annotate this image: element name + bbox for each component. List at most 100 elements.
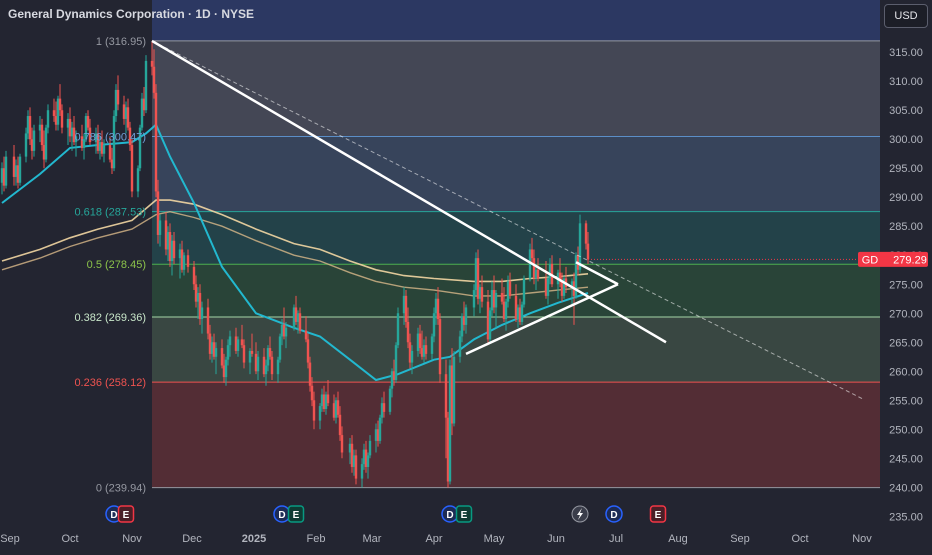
candle-body[interactable] xyxy=(560,281,564,296)
candle-body[interactable] xyxy=(46,110,50,128)
candle-body[interactable] xyxy=(254,353,258,372)
candle-body[interactable] xyxy=(102,145,106,154)
candle-body[interactable] xyxy=(196,292,200,302)
earnings-marker[interactable] xyxy=(117,505,135,523)
candle-body[interactable] xyxy=(500,292,504,302)
candle-body[interactable] xyxy=(368,440,372,456)
candle-body[interactable] xyxy=(296,313,300,322)
candle-body[interactable] xyxy=(268,348,272,357)
candle-body[interactable] xyxy=(310,385,314,401)
candle-body[interactable] xyxy=(56,98,60,125)
candle-body[interactable] xyxy=(94,133,98,143)
candle-body[interactable] xyxy=(2,168,6,186)
candle-body[interactable] xyxy=(334,400,338,418)
candle-body[interactable] xyxy=(16,165,20,183)
candle-body[interactable] xyxy=(452,356,456,424)
candle-body[interactable] xyxy=(382,403,386,412)
candle-body[interactable] xyxy=(408,342,412,363)
candle-body[interactable] xyxy=(494,292,498,308)
candle-body[interactable] xyxy=(182,255,186,270)
candle-body[interactable] xyxy=(562,278,566,296)
candle-body[interactable] xyxy=(280,324,284,337)
candle-body[interactable] xyxy=(416,333,420,351)
candle-body[interactable] xyxy=(536,269,540,279)
candle-body[interactable] xyxy=(574,255,578,296)
trendline-3[interactable] xyxy=(465,283,619,356)
trendline-1[interactable] xyxy=(151,39,667,344)
candle-body[interactable] xyxy=(458,336,462,357)
candle-body[interactable] xyxy=(324,394,328,409)
candle-body[interactable] xyxy=(558,272,562,282)
candle-body[interactable] xyxy=(520,304,524,322)
candle-body[interactable] xyxy=(522,278,526,305)
candle-body[interactable] xyxy=(432,313,436,337)
candle-body[interactable] xyxy=(84,116,88,140)
candle-body[interactable] xyxy=(52,110,56,117)
candle-body[interactable] xyxy=(450,365,454,424)
candle-body[interactable] xyxy=(318,406,322,421)
candle-body[interactable] xyxy=(360,464,364,479)
candle-body[interactable] xyxy=(152,66,156,93)
candle-body[interactable] xyxy=(4,156,8,186)
candle-body[interactable] xyxy=(570,281,574,288)
candle-body[interactable] xyxy=(514,295,518,320)
candle-body[interactable] xyxy=(488,310,492,340)
candle-body[interactable] xyxy=(220,348,224,366)
candle-body[interactable] xyxy=(42,145,46,160)
candle-body[interactable] xyxy=(242,345,246,363)
candle-body[interactable] xyxy=(350,443,354,467)
candle-body[interactable] xyxy=(168,232,172,262)
candle-body[interactable] xyxy=(486,301,490,340)
candle-body[interactable] xyxy=(438,319,442,375)
candle-body[interactable] xyxy=(266,348,270,366)
candle-body[interactable] xyxy=(402,295,406,314)
candle-body[interactable] xyxy=(250,350,254,354)
candle-body[interactable] xyxy=(434,298,438,314)
candle-body[interactable] xyxy=(30,139,34,151)
candle-body[interactable] xyxy=(284,327,288,337)
candle-body[interactable] xyxy=(142,98,146,111)
candle-body[interactable] xyxy=(396,313,400,346)
candle-body[interactable] xyxy=(144,60,148,111)
candle-body[interactable] xyxy=(224,359,228,378)
candle-body[interactable] xyxy=(210,342,214,354)
candle-body[interactable] xyxy=(234,336,238,351)
candle-body[interactable] xyxy=(100,142,104,154)
candle-body[interactable] xyxy=(66,118,70,128)
candle-body[interactable] xyxy=(394,345,398,380)
candle-body[interactable] xyxy=(150,60,154,67)
candle-body[interactable] xyxy=(88,127,92,143)
candle-body[interactable] xyxy=(72,127,76,143)
candle-body[interactable] xyxy=(298,313,302,331)
candle-body[interactable] xyxy=(376,429,380,441)
candle-body[interactable] xyxy=(282,324,286,337)
candle-body[interactable] xyxy=(304,330,308,340)
candle-body[interactable] xyxy=(516,307,520,320)
candle-body[interactable] xyxy=(138,127,142,169)
trendlines[interactable] xyxy=(151,39,863,399)
candle-body[interactable] xyxy=(226,345,230,360)
candle-body[interactable] xyxy=(68,118,72,137)
candle-body[interactable] xyxy=(378,417,382,441)
candle-body[interactable] xyxy=(332,403,336,418)
candle-body[interactable] xyxy=(326,394,330,404)
candle-body[interactable] xyxy=(502,301,506,320)
candle-body[interactable] xyxy=(530,249,534,259)
candle-body[interactable] xyxy=(172,240,176,259)
earnings-marker[interactable] xyxy=(287,505,305,523)
candle-body[interactable] xyxy=(192,266,196,285)
earnings-marker[interactable] xyxy=(455,505,473,523)
candle-body[interactable] xyxy=(98,142,102,151)
candle-body[interactable] xyxy=(306,339,310,363)
candle-body[interactable] xyxy=(504,301,508,320)
candle-body[interactable] xyxy=(194,284,198,302)
candle-body[interactable] xyxy=(222,365,226,378)
candle-body[interactable] xyxy=(448,365,452,482)
candle-body[interactable] xyxy=(406,321,410,343)
candle-body[interactable] xyxy=(508,281,512,296)
candle-body[interactable] xyxy=(58,98,62,111)
candle-body[interactable] xyxy=(392,371,396,380)
candle-body[interactable] xyxy=(180,249,184,270)
candle-body[interactable] xyxy=(532,258,536,279)
